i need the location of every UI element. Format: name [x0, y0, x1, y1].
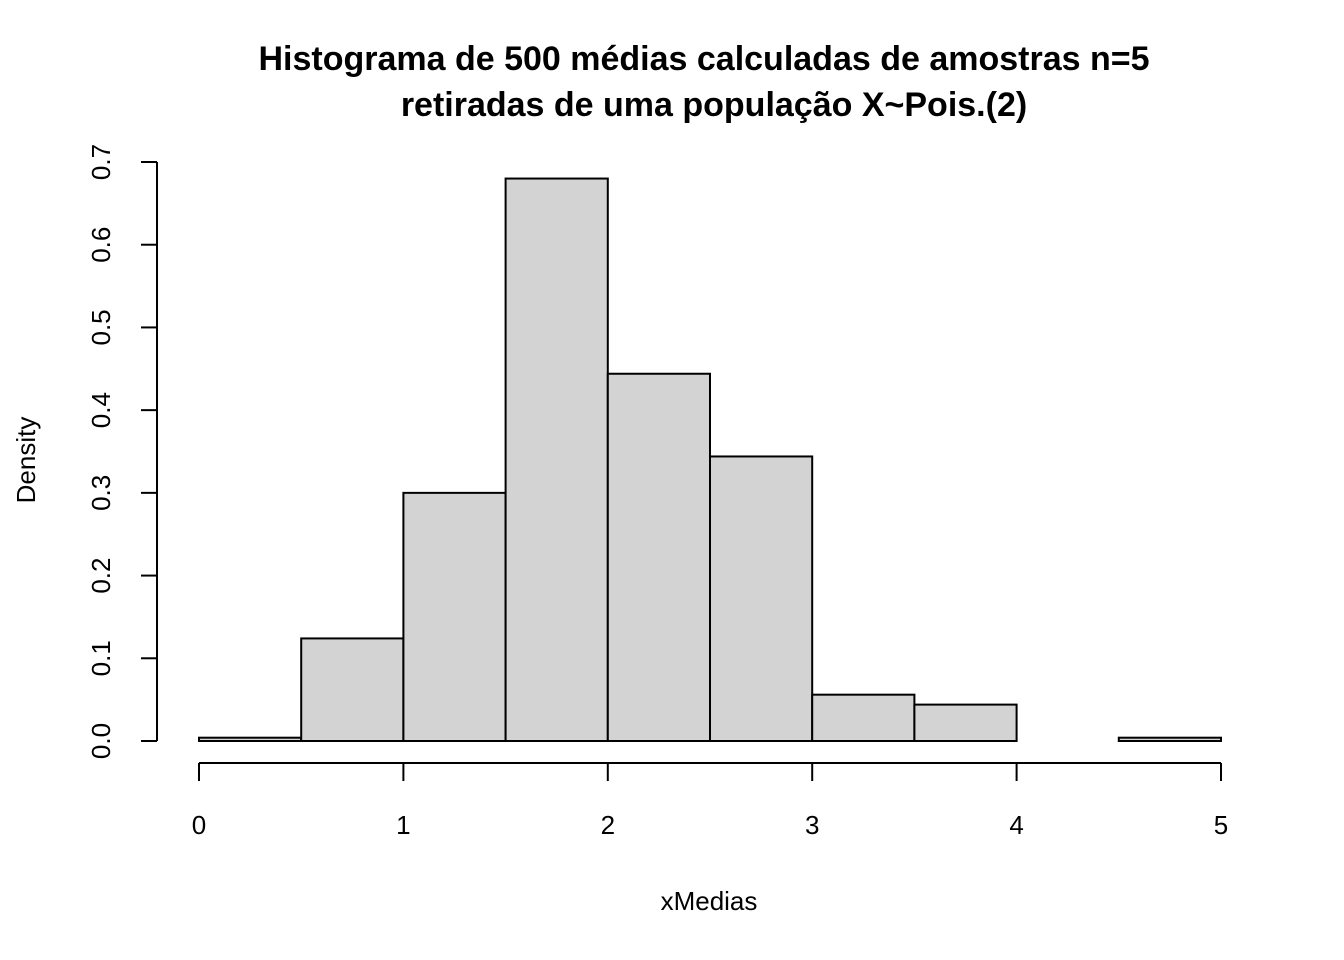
y-tick-label: 0.5 — [86, 309, 116, 345]
x-tick-label: 1 — [396, 810, 410, 840]
y-tick-label: 0.1 — [86, 640, 116, 676]
histogram-bar — [913, 703, 1018, 742]
x-tick-label: 5 — [1214, 810, 1228, 840]
histogram-bar — [606, 372, 711, 742]
y-axis-label: Density — [11, 417, 41, 504]
x-tick-label: 4 — [1009, 810, 1023, 840]
histogram-bar — [198, 736, 303, 742]
y-tick-label: 0.4 — [86, 392, 116, 428]
x-tick-label: 2 — [601, 810, 615, 840]
histogram-bar — [811, 693, 916, 742]
histogram-bar — [504, 177, 609, 743]
chart-title-line1: Histograma de 500 médias calculadas de a… — [258, 40, 1149, 78]
x-tick-label: 3 — [805, 810, 819, 840]
y-tick-label: 0.0 — [86, 723, 116, 759]
y-tick-label: 0.3 — [86, 475, 116, 511]
x-axis-label: xMedias — [661, 886, 758, 916]
histogram-bar — [402, 491, 507, 742]
y-tick-label: 0.2 — [86, 557, 116, 593]
y-tick-label: 0.6 — [86, 227, 116, 263]
x-axis: 0 1 2 3 4 5 — [192, 762, 1228, 840]
chart-title-line2: retiradas de uma população X~Pois.(2) — [401, 86, 1027, 124]
histogram-bars — [198, 177, 1223, 743]
histogram-bar — [1117, 736, 1223, 742]
x-tick-label: 0 — [192, 810, 206, 840]
histogram-bar — [300, 637, 405, 742]
histogram-bar — [709, 455, 814, 742]
y-tick-label: 0.7 — [86, 144, 116, 180]
y-axis: 0.0 0.1 0.2 0.3 0.4 0.5 0.6 0.7 — [86, 144, 158, 759]
